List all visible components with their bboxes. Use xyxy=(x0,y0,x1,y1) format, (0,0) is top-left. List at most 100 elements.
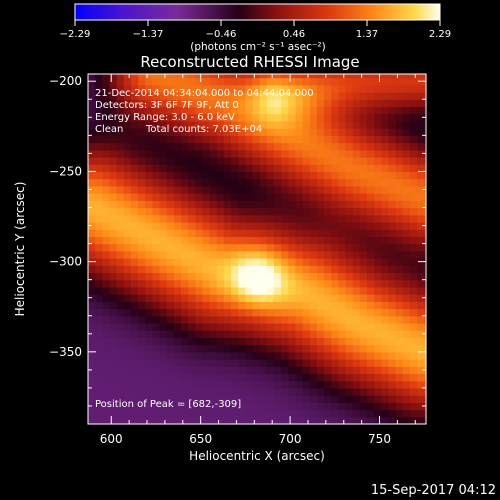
heatmap-cell xyxy=(288,250,297,259)
heatmap-cell xyxy=(424,74,427,79)
heatmap-cell xyxy=(345,387,354,396)
heatmap-cell xyxy=(152,373,161,382)
heatmap-cell xyxy=(417,84,425,93)
heatmap-cell xyxy=(374,373,382,382)
heatmap-cell xyxy=(395,416,404,425)
heatmap-cell xyxy=(331,236,339,245)
heatmap-cell xyxy=(366,344,375,353)
heatmap-cell xyxy=(309,315,318,324)
heatmap-cell xyxy=(238,330,246,339)
heatmap-cell xyxy=(273,113,282,122)
heatmap-cell xyxy=(352,322,361,331)
heatmap-cell xyxy=(116,395,125,403)
heatmap-cell xyxy=(309,243,318,252)
heatmap-cell xyxy=(309,128,318,136)
heatmap-cell xyxy=(417,387,425,396)
heatmap-cell xyxy=(273,308,282,317)
heatmap-cell xyxy=(202,265,211,274)
heatmap-cell xyxy=(145,84,153,93)
heatmap-cell xyxy=(123,250,132,259)
heatmap-cell xyxy=(252,308,261,317)
heatmap-cell xyxy=(316,113,325,122)
heatmap-cell xyxy=(316,77,325,86)
heatmap-cell xyxy=(331,156,339,165)
heatmap-cell xyxy=(259,272,268,281)
heatmap-cell xyxy=(216,272,225,281)
heatmap-cell xyxy=(216,351,225,360)
heatmap-cell xyxy=(259,402,268,411)
heatmap-cell xyxy=(138,128,146,136)
heatmap-cell xyxy=(180,229,189,237)
heatmap-cell xyxy=(138,286,146,295)
heatmap-cell xyxy=(402,380,411,389)
heatmap-cell xyxy=(173,77,182,86)
heatmap-cell xyxy=(266,106,275,115)
heatmap-cell xyxy=(352,171,361,180)
heatmap-cell xyxy=(130,128,139,136)
heatmap-cell xyxy=(195,294,204,302)
heatmap-cell xyxy=(145,74,153,79)
heatmap-cell xyxy=(288,272,297,281)
heatmap-cell xyxy=(424,387,427,396)
heatmap-cell xyxy=(152,359,161,367)
heatmap-cell xyxy=(166,330,175,339)
heatmap-cell xyxy=(166,113,175,122)
heatmap-cell xyxy=(374,286,382,295)
heatmap-cell xyxy=(338,409,347,418)
heatmap-cell xyxy=(409,344,418,353)
heatmap-cell xyxy=(188,344,196,353)
heatmap-cell xyxy=(331,265,339,274)
heatmap-cell xyxy=(381,258,390,266)
heatmap-cell xyxy=(366,135,375,144)
heatmap-cell xyxy=(266,258,275,266)
heatmap-cell xyxy=(138,221,146,230)
heatmap-cell xyxy=(409,366,418,375)
heatmap-cell xyxy=(123,308,132,317)
heatmap-cell xyxy=(424,128,427,136)
heatmap-cell xyxy=(424,416,427,425)
heatmap-cell xyxy=(374,279,382,288)
heatmap-cell xyxy=(195,373,204,382)
colorbar-tick-label: −1.37 xyxy=(133,29,164,40)
heatmap-cell xyxy=(324,229,332,237)
heatmap-cell xyxy=(152,128,161,136)
heatmap-cell xyxy=(309,250,318,259)
heatmap-cell xyxy=(381,77,390,86)
heatmap-cell xyxy=(324,113,332,122)
heatmap-cell xyxy=(424,84,427,93)
heatmap-cell xyxy=(352,402,361,411)
heatmap-cell xyxy=(402,373,411,382)
heatmap-cell xyxy=(202,113,211,122)
heatmap-cell xyxy=(238,99,246,108)
heatmap-cell xyxy=(424,308,427,317)
heatmap-cell xyxy=(109,99,118,108)
heatmap-cell xyxy=(130,250,139,259)
heatmap-cell xyxy=(273,301,282,310)
heatmap-cell xyxy=(402,178,411,187)
heatmap-cell xyxy=(152,279,161,288)
heatmap-cell xyxy=(324,322,332,331)
heatmap-cell xyxy=(145,149,153,158)
heatmap-cell xyxy=(173,337,182,346)
heatmap-cell xyxy=(259,409,268,418)
heatmap-cell xyxy=(352,258,361,266)
heatmap-cell xyxy=(345,229,354,237)
heatmap-cell xyxy=(109,272,118,281)
heatmap-cell xyxy=(216,229,225,237)
heatmap-cell xyxy=(159,200,168,209)
heatmap-cell xyxy=(295,164,304,173)
heatmap-cell xyxy=(173,409,182,418)
heatmap-cell xyxy=(324,337,332,346)
heatmap-cell xyxy=(266,301,275,310)
heatmap-cell xyxy=(109,84,118,93)
heatmap-cell xyxy=(345,221,354,230)
heatmap-cell xyxy=(245,200,254,209)
heatmap-cell xyxy=(366,236,375,245)
heatmap-cell xyxy=(273,84,282,93)
heatmap-cell xyxy=(180,236,189,245)
heatmap-cell xyxy=(152,301,161,310)
heatmap-cell xyxy=(130,351,139,360)
heatmap-cell xyxy=(424,322,427,331)
heatmap-cell xyxy=(88,380,96,389)
heatmap-cell xyxy=(338,171,347,180)
